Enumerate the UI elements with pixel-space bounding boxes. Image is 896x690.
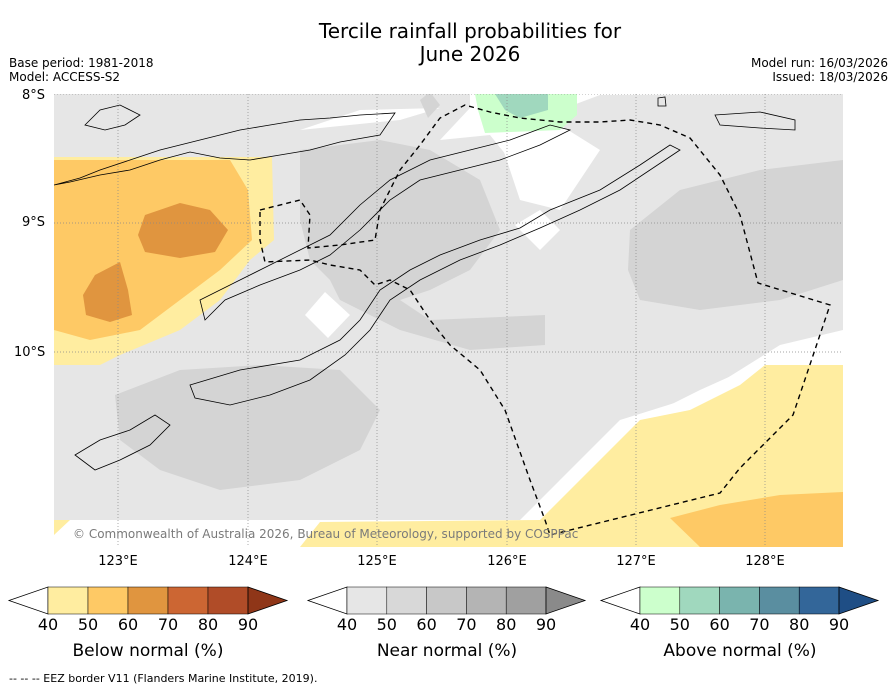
near-normal-50-c	[115, 365, 380, 490]
lon-label-125e: 125°E	[357, 554, 397, 569]
eez-border	[259, 104, 831, 536]
colorbar-extend-low	[7, 586, 49, 615]
coastlines	[54, 96, 796, 471]
meta-left: Base period: 1981-2018 Model: ACCESS-S2	[9, 56, 154, 84]
near-normal-50-d	[420, 94, 440, 118]
colorbar-tick-label: 90	[535, 615, 557, 634]
colorbar-tick-label: 40	[37, 615, 59, 634]
near-normal-label: Near normal (%)	[376, 641, 518, 661]
below-normal-60-b	[83, 262, 132, 322]
colorbar-segment	[505, 586, 547, 615]
below-normal-50-southeast	[670, 492, 843, 547]
colorbars	[7, 586, 880, 615]
eez-border-note: -- -- -- EEZ border V11 (Flanders Marine…	[9, 672, 318, 685]
near-normal-50-b	[628, 160, 843, 310]
colorbar-segment	[346, 586, 388, 615]
model-name: Model: ACCESS-S2	[9, 70, 121, 84]
colorbar-tick-label: 60	[416, 615, 437, 634]
below-normal-60-a	[138, 203, 228, 258]
near-normal-50-a	[300, 140, 545, 350]
colorbar-extend-high	[838, 586, 880, 615]
lat-label-9s: 9°S	[22, 215, 46, 230]
colorbar-segment	[679, 586, 720, 615]
colorbar-tick-label: 80	[197, 615, 219, 634]
colorbar-segment	[759, 586, 800, 615]
colorbar-segment	[207, 586, 249, 615]
below-normal-40-corner	[54, 520, 70, 535]
base-period: Base period: 1981-2018	[9, 56, 154, 70]
colorbar-segment	[386, 586, 427, 615]
colorbar-tick-label: 40	[336, 615, 358, 634]
colorbar-tick-label: 80	[789, 615, 810, 634]
colorbar-segment	[719, 586, 760, 615]
colorbar-segment	[127, 586, 169, 615]
colorbar-tick-label: 60	[117, 615, 139, 634]
colorbar-segment	[167, 586, 209, 615]
colorbar-extend-low	[599, 586, 641, 615]
title-line-2: June 2026	[419, 42, 521, 66]
below-normal-40-southeast	[300, 365, 843, 547]
colorbar-segment	[639, 586, 681, 615]
lon-label-124e: 124°E	[228, 554, 268, 569]
lat-label-8s: 8°S	[22, 88, 46, 103]
colorbar-extend-low	[306, 586, 348, 615]
colorbar-near-normal	[306, 586, 587, 615]
below-normal-label: Below normal (%)	[72, 641, 224, 661]
colorbar-tick-label: 50	[376, 615, 397, 634]
colorbar-segment	[798, 586, 840, 615]
white-gap-2	[500, 125, 600, 210]
graticule	[54, 94, 843, 547]
colorbar-above-normal	[599, 586, 880, 615]
meta-right: Model run: 16/03/2026 Issued: 18/03/2026	[751, 56, 888, 84]
colorbar-tick-label: 70	[456, 615, 477, 634]
colorbar-tick-label: 90	[237, 615, 259, 634]
title-line-1: Tercile rainfall probabilities for	[318, 19, 622, 43]
colorbar-segment	[466, 586, 507, 615]
colorbar-below-normal	[7, 586, 289, 615]
colorbar-tick-label: 50	[77, 615, 99, 634]
white-gap-4	[515, 210, 560, 250]
colorbar-segment	[47, 586, 89, 615]
colorbar-segment	[426, 586, 467, 615]
lon-label-128e: 128°E	[745, 554, 785, 569]
above-normal-label: Above normal (%)	[663, 641, 817, 661]
above-normal-50	[495, 94, 548, 118]
lat-label-10s: 10°S	[14, 345, 46, 360]
colorbar-extend-high	[247, 586, 289, 615]
issued-date: Issued: 18/03/2026	[772, 70, 888, 84]
map-layers	[54, 94, 843, 547]
lon-label-123e: 123°E	[98, 554, 138, 569]
lon-label-127e: 127°E	[616, 554, 656, 569]
white-gap-3	[305, 292, 350, 338]
lon-label-126e: 126°E	[487, 554, 527, 569]
white-gap-1	[300, 108, 440, 130]
colorbar-tick-label: 50	[669, 615, 690, 634]
map-title: Tercile rainfall probabilities for June …	[0, 20, 896, 66]
colorbar-tick-label: 80	[496, 615, 517, 634]
colorbar-tick-label: 90	[828, 615, 850, 634]
colorbar-tick-label: 70	[157, 615, 179, 634]
copyright-notice: © Commonwealth of Australia 2026, Bureau…	[73, 527, 579, 541]
colorbar-tick-label: 60	[709, 615, 730, 634]
colorbar-segment	[87, 586, 129, 615]
model-run: Model run: 16/03/2026	[750, 56, 888, 70]
colorbar-tick-label: 40	[629, 615, 651, 634]
colorbar-tick-label: 70	[749, 615, 770, 634]
colorbar-extend-high	[545, 586, 587, 615]
